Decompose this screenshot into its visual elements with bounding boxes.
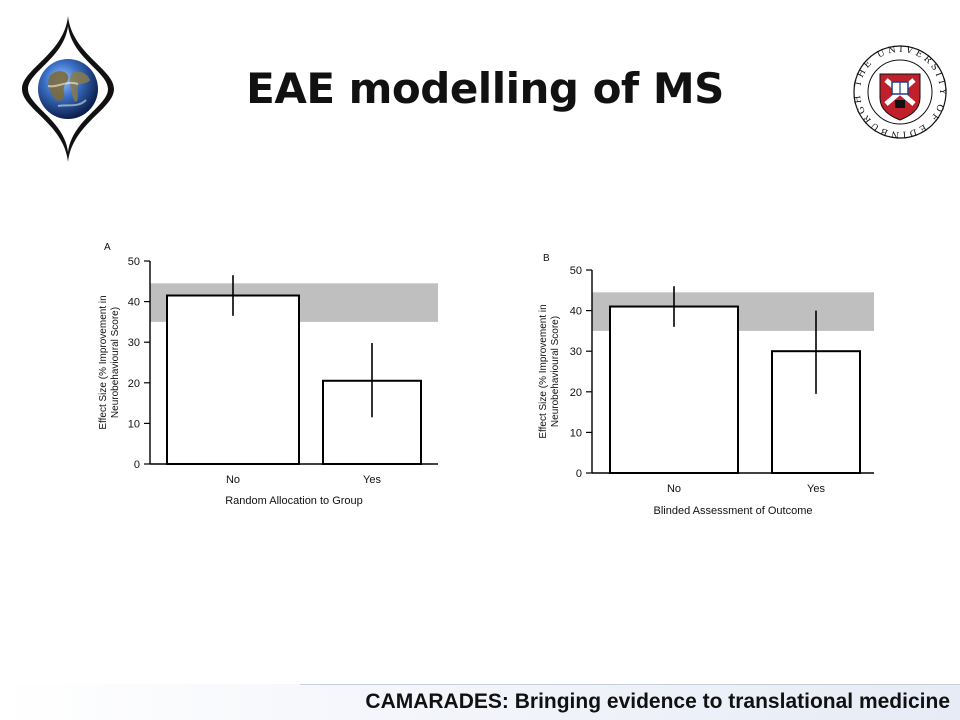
y-tick-label: 50 xyxy=(128,256,140,268)
x-tick-label: Yes xyxy=(363,474,381,486)
panel-label: A xyxy=(104,242,111,253)
footer-divider xyxy=(300,684,960,685)
x-tick-label: Yes xyxy=(807,483,825,495)
x-axis-label: Blinded Assessment of Outcome xyxy=(654,505,813,517)
y-axis-label: Neurobehavioural Score) xyxy=(110,307,121,418)
y-tick-label: 40 xyxy=(570,306,582,318)
x-axis-label: Random Allocation to Group xyxy=(225,495,363,507)
globe-emblem-icon xyxy=(22,16,114,162)
x-tick-label: No xyxy=(226,474,240,486)
y-axis-label: Effect Size (% Improvement in xyxy=(538,304,549,438)
bar-no xyxy=(609,305,739,475)
y-tick-label: 10 xyxy=(570,427,582,439)
y-tick-label: 0 xyxy=(576,468,582,480)
footer-text: CAMARADES: Bringing evidence to translat… xyxy=(365,690,950,713)
y-axis-label: Effect Size (% Improvement in xyxy=(98,295,109,429)
bar-no xyxy=(166,294,300,466)
y-tick-label: 30 xyxy=(570,346,582,358)
university-of-edinburgh-crest-icon: THE UNIVERSITY OF EDINBURGH xyxy=(853,45,947,139)
y-axis-label: Neurobehavioural Score) xyxy=(550,316,561,427)
y-tick-label: 30 xyxy=(128,337,140,349)
slide-title: EAE modelling of MS xyxy=(246,64,724,113)
x-tick-label: No xyxy=(667,483,681,495)
y-tick-label: 50 xyxy=(570,265,582,277)
y-tick-label: 40 xyxy=(128,297,140,309)
y-tick-label: 20 xyxy=(570,387,582,399)
y-tick-label: 20 xyxy=(128,378,140,390)
panel-label: B xyxy=(543,253,550,264)
y-tick-label: 0 xyxy=(134,459,140,471)
footer-band xyxy=(0,684,960,720)
y-tick-label: 10 xyxy=(128,418,140,430)
